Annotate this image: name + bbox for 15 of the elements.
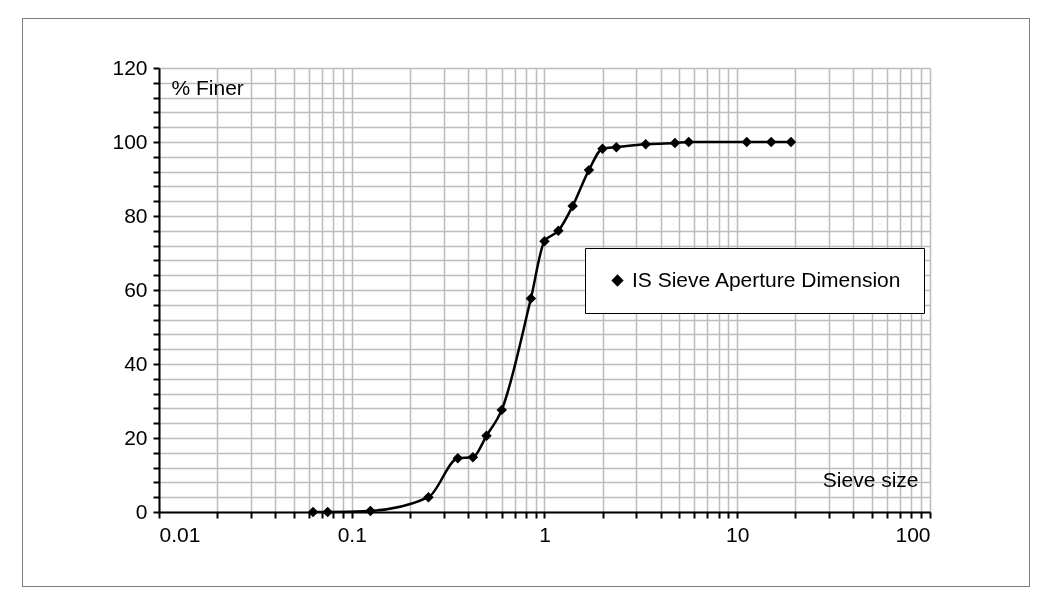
x-tick-label: 1 <box>539 522 551 546</box>
x-tick-label: 10 <box>726 522 750 546</box>
y-tick-label: 120 <box>112 55 148 79</box>
x-tick-label: 0.01 <box>159 522 201 546</box>
x-tick-label: 0.1 <box>337 522 367 546</box>
y-tick-label: 60 <box>124 277 148 301</box>
x-axis-title: Sieve size <box>822 467 919 491</box>
y-axis-title: % Finer <box>171 75 244 99</box>
x-tick-label: 100 <box>895 522 931 546</box>
y-tick-label: 20 <box>124 425 148 449</box>
legend-label: IS Sieve Aperture Dimension <box>632 267 901 291</box>
y-tick-label: 100 <box>112 129 148 153</box>
y-tick-label: 0 <box>135 499 148 523</box>
y-tick-label: 40 <box>124 351 148 375</box>
y-tick-label: 80 <box>124 203 148 227</box>
